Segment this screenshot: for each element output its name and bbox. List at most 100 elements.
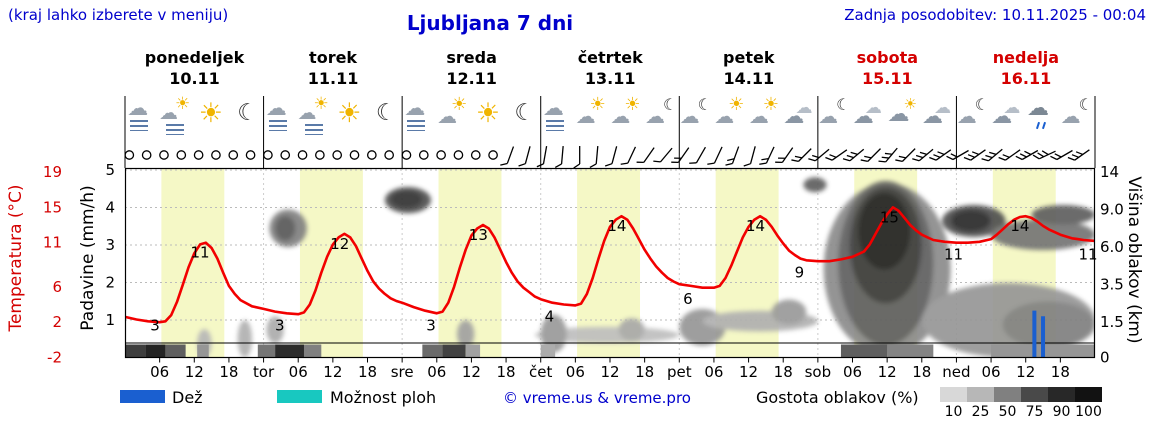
svg-text:14: 14 xyxy=(607,217,626,235)
svg-text:1.5: 1.5 xyxy=(1100,313,1124,331)
svg-text:sre: sre xyxy=(391,363,414,381)
partly-sunny-icon: ☀ ☁ xyxy=(437,94,468,128)
svg-text:06: 06 xyxy=(427,363,446,381)
svg-text:3: 3 xyxy=(105,236,115,254)
partly-sunny-icon: ☀ ☁ xyxy=(714,94,745,128)
cloud-density-cell xyxy=(994,387,1021,402)
calm-wind-icon xyxy=(228,150,239,160)
svg-text:12: 12 xyxy=(323,363,342,381)
svg-text:6: 6 xyxy=(52,278,62,296)
svg-text:06: 06 xyxy=(982,363,1001,381)
calm-wind-icon xyxy=(211,150,221,160)
svg-text:06: 06 xyxy=(150,363,169,381)
svg-text:9: 9 xyxy=(795,263,805,281)
calm-wind-icon xyxy=(418,150,429,160)
svg-text:9.0: 9.0 xyxy=(1100,201,1124,219)
calm-wind-icon xyxy=(453,150,464,160)
rain-icon: ☁ xyxy=(1025,98,1061,138)
day-name: petek xyxy=(723,48,775,67)
wind-barb-icon xyxy=(725,146,740,166)
wind-barb-icon xyxy=(589,145,599,168)
svg-text:12: 12 xyxy=(878,363,897,381)
calm-wind-icon xyxy=(384,150,395,160)
wind-barb-icon xyxy=(963,149,986,161)
svg-text:pet: pet xyxy=(667,363,692,381)
cloud-moon-icon: ☾ ☁ xyxy=(956,95,990,128)
calm-wind-icon xyxy=(297,150,308,160)
day-name: sobota xyxy=(856,48,919,67)
cloud-density-value: 90 xyxy=(1052,404,1071,420)
calm-wind-icon xyxy=(124,150,135,160)
wind-barb-icon xyxy=(620,146,637,165)
svg-text:6: 6 xyxy=(683,290,693,308)
svg-text:18: 18 xyxy=(219,363,238,381)
wind-barb-icon xyxy=(671,147,690,164)
day-date: 16.11 xyxy=(1000,69,1052,88)
rain-legend-label: Dež xyxy=(172,388,203,407)
svg-text:13: 13 xyxy=(469,226,488,244)
svg-text:18: 18 xyxy=(774,363,793,381)
sun-icon: ☀ xyxy=(337,98,362,129)
wind-barb-icon xyxy=(536,146,548,168)
temperature-curve xyxy=(125,206,1095,324)
svg-text:12: 12 xyxy=(739,363,758,381)
moon-icon: ☾ xyxy=(514,100,536,126)
wind-barb-icon xyxy=(998,149,1021,161)
cloud-density-scale xyxy=(940,387,1102,402)
fog-icon: ☁ xyxy=(263,98,299,138)
svg-text:11: 11 xyxy=(1079,246,1098,264)
wind-barb-icon xyxy=(554,145,564,168)
svg-text:11: 11 xyxy=(944,246,963,264)
page-title: Ljubljana 7 dni xyxy=(406,11,574,35)
calm-wind-icon xyxy=(366,150,377,160)
cloud-density-cell xyxy=(1075,387,1102,402)
legend-row: Dež Možnost ploh © vreme.us & vreme.pro … xyxy=(0,386,1152,426)
wind-barb-icon xyxy=(743,146,756,167)
fog-icon: ☁ xyxy=(401,98,437,138)
svg-text:06: 06 xyxy=(289,363,308,381)
calm-wind-icon xyxy=(280,150,291,160)
calm-wind-icon xyxy=(159,150,169,160)
showers-legend-swatch xyxy=(277,390,322,403)
day-date: 15.11 xyxy=(862,69,913,88)
wind-barb-icon xyxy=(912,148,934,162)
svg-text:3: 3 xyxy=(150,316,160,334)
cloud-density-cell xyxy=(1048,387,1075,402)
day-date: 13.11 xyxy=(584,69,636,88)
plot-border xyxy=(124,167,1096,359)
mostly-cloudy-icon: ☀ ☁ xyxy=(887,95,917,127)
svg-text:tor: tor xyxy=(253,363,275,381)
copyright-link[interactable]: © vreme.us & vreme.pro xyxy=(503,389,691,407)
svg-text:3: 3 xyxy=(426,316,436,334)
svg-text:12: 12 xyxy=(600,363,619,381)
calm-wind-icon xyxy=(349,150,360,160)
wind-barb-icon xyxy=(500,146,515,166)
rain-legend-swatch xyxy=(120,390,165,403)
day-date: 11.11 xyxy=(307,69,359,88)
wind-barb-icon xyxy=(1015,149,1039,161)
day-date: 14.11 xyxy=(723,69,775,88)
cloud-density-legend-label: Gostota oblakov (%) xyxy=(756,388,919,407)
wind-barb-icon xyxy=(1050,149,1073,161)
moon-icon: ☾ xyxy=(237,100,258,126)
wind-barb-icon xyxy=(1032,150,1056,160)
cloudy-icon: ☁ ☁ xyxy=(783,98,813,128)
moon-icon: ☾ xyxy=(375,100,397,126)
calm-wind-icon xyxy=(245,150,256,160)
partly-sunny-icon: ☀ ☁ xyxy=(610,94,641,128)
day-header: nedelja 16.11 xyxy=(956,48,1095,89)
wind-barb-icon xyxy=(946,149,969,161)
rain-bars xyxy=(1032,310,1046,358)
svg-text:12: 12 xyxy=(1016,363,1035,381)
cloud-density-value: 75 xyxy=(1025,404,1044,420)
wind-barb-icon xyxy=(860,148,881,163)
cloud-density-scale-labels: 10 25 50 75 90 100 xyxy=(940,404,1102,420)
sun-icon: ☀ xyxy=(198,98,223,129)
wind-barb-icon xyxy=(825,149,848,161)
cloud-density-value: 10 xyxy=(944,404,963,420)
wind-barb-icon xyxy=(1067,149,1090,161)
day-header: sreda 12.11 xyxy=(402,48,541,89)
